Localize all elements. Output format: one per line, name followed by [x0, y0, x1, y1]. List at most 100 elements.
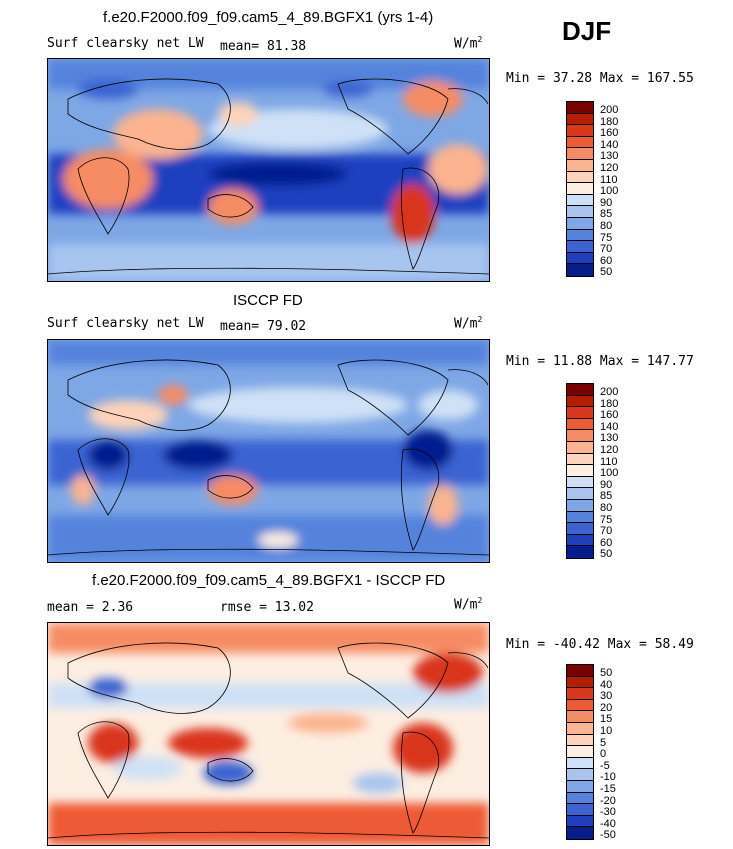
colorbar-swatch [567, 183, 593, 195]
colorbar-tick-label: 5 [600, 736, 607, 749]
panel-2-title: ISCCP FD [233, 292, 303, 309]
panel-1-title: f.e20.F2000.f09_f09.cam5_4_89.BGFX1 (yrs… [103, 9, 434, 26]
panel-1-mean: mean= 81.38 [220, 39, 307, 54]
panel-3-rmse: rmse = 13.02 [220, 600, 314, 615]
colorbar-swatch [567, 229, 593, 242]
colorbar-tick-label: 160 [600, 127, 619, 140]
panel-3-units: W/m2 [454, 596, 483, 613]
colorbar-tick-label: 140 [600, 138, 619, 151]
colorbar-tick-label: 90 [600, 478, 613, 491]
colorbar-tick-label: 50 [600, 667, 613, 679]
colorbar-tick-label: 130 [600, 150, 619, 163]
colorbar-tick-label: -40 [600, 817, 616, 830]
panel-3-minmax: Min = -40.42 Max = 58.49 [506, 637, 694, 652]
colorbar-swatch [567, 418, 593, 431]
colorbar-tick-label: 200 [600, 104, 619, 116]
colorbar-tick-label: 80 [600, 220, 613, 232]
colorbar-swatch [567, 148, 593, 160]
colorbar-tick-label: 100 [600, 185, 619, 198]
colorbar-tick-label: 70 [600, 525, 613, 538]
colorbar-tick-label: 10 [600, 725, 613, 737]
colorbar-swatch [567, 125, 593, 137]
colorbar-tick-label: -15 [600, 783, 616, 795]
colorbar-swatch [567, 136, 593, 149]
colorbar-swatch [567, 465, 593, 477]
colorbar-swatch [567, 453, 593, 466]
colorbar-tick-label: 140 [600, 420, 619, 433]
colorbar-tick-label: -30 [600, 806, 616, 819]
colorbar-swatch [567, 711, 593, 723]
season-label: DJF [562, 16, 612, 46]
colorbar-swatch [567, 523, 593, 535]
colorbar-tick-label: 120 [600, 444, 619, 456]
colorbar-swatch [567, 407, 593, 419]
colorbar-swatch [567, 511, 593, 524]
colorbar-swatch [567, 171, 593, 184]
panel-2-units: W/m2 [454, 315, 483, 332]
panel-2-mean: mean= 79.02 [220, 319, 307, 334]
colorbar-swatch [567, 430, 593, 442]
colorbar-swatch [567, 780, 593, 793]
colorbar-tick-label: 15 [600, 713, 613, 726]
colorbar-tick-label: 30 [600, 690, 613, 703]
colorbar-tick-label: 180 [600, 115, 619, 128]
colorbar-swatch [567, 241, 593, 253]
panel-1-minmax: Min = 37.28 Max = 167.55 [506, 71, 694, 86]
colorbar-swatch [567, 384, 593, 396]
panel-1-colorbar [566, 101, 594, 277]
colorbar-tick-label: 110 [600, 173, 618, 186]
colorbar-swatch [567, 441, 593, 454]
colorbar-tick-label: 75 [600, 231, 613, 244]
colorbar-tick-label: 80 [600, 502, 613, 514]
colorbar-tick-label: 60 [600, 536, 613, 549]
colorbar-swatch [567, 395, 593, 408]
panel-3-colorbar-ticks: 50 40 30 20 15 10 5 0 -5 -10 -15 -20 -30 -40 -50 [600, 668, 640, 842]
colorbar-swatch [567, 676, 593, 689]
colorbar-tick-label: 200 [600, 386, 619, 398]
colorbar-tick-label: 85 [600, 208, 613, 221]
colorbar-swatch [567, 206, 593, 218]
panel-1-map [47, 58, 490, 282]
colorbar-tick-label: 40 [600, 678, 613, 691]
colorbar-tick-label: -50 [600, 829, 616, 842]
colorbar-swatch [567, 746, 593, 758]
panel-2-colorbar-ticks: 200 180 160 140 130 120 110 100 90 85 80 75 70 60 50 [600, 387, 640, 561]
colorbar-tick-label: 50 [600, 266, 613, 279]
panel-2-colorbar [566, 383, 594, 559]
colorbar-swatch [567, 827, 593, 839]
colorbar-swatch [567, 488, 593, 500]
colorbar-swatch [567, 102, 593, 114]
colorbar-tick-label: -10 [600, 771, 616, 784]
colorbar-swatch [567, 217, 593, 230]
colorbar-tick-label: 0 [600, 748, 607, 761]
colorbar-tick-label: 110 [600, 455, 618, 468]
colorbar-swatch [567, 476, 593, 489]
panel-2-map [47, 339, 490, 563]
colorbar-tick-label: 70 [600, 243, 613, 256]
colorbar-swatch [567, 264, 593, 276]
colorbar-swatch [567, 546, 593, 558]
colorbar-tick-label: 60 [600, 254, 613, 267]
colorbar-tick-label: 180 [600, 397, 619, 410]
colorbar-swatch [567, 113, 593, 126]
colorbar-swatch [567, 722, 593, 735]
panel-1-colorbar-ticks: 200 180 160 140 130 120 110 100 90 85 80 75 70 60 50 [600, 105, 640, 279]
colorbar-tick-label: 120 [600, 162, 619, 174]
colorbar-swatch [567, 804, 593, 816]
colorbar-swatch [567, 665, 593, 677]
colorbar-tick-label: 85 [600, 490, 613, 503]
colorbar-tick-label: 75 [600, 513, 613, 526]
panel-3-colorbar [566, 664, 594, 840]
colorbar-tick-label: 100 [600, 467, 619, 480]
colorbar-swatch [567, 792, 593, 805]
colorbar-swatch [567, 815, 593, 828]
colorbar-tick-label: 90 [600, 196, 613, 209]
colorbar-swatch [567, 757, 593, 770]
colorbar-swatch [567, 534, 593, 547]
colorbar-swatch [567, 194, 593, 207]
colorbar-swatch [567, 688, 593, 700]
colorbar-swatch [567, 159, 593, 172]
colorbar-swatch [567, 734, 593, 747]
colorbar-swatch [567, 699, 593, 712]
panel-1-units: W/m2 [454, 35, 483, 52]
